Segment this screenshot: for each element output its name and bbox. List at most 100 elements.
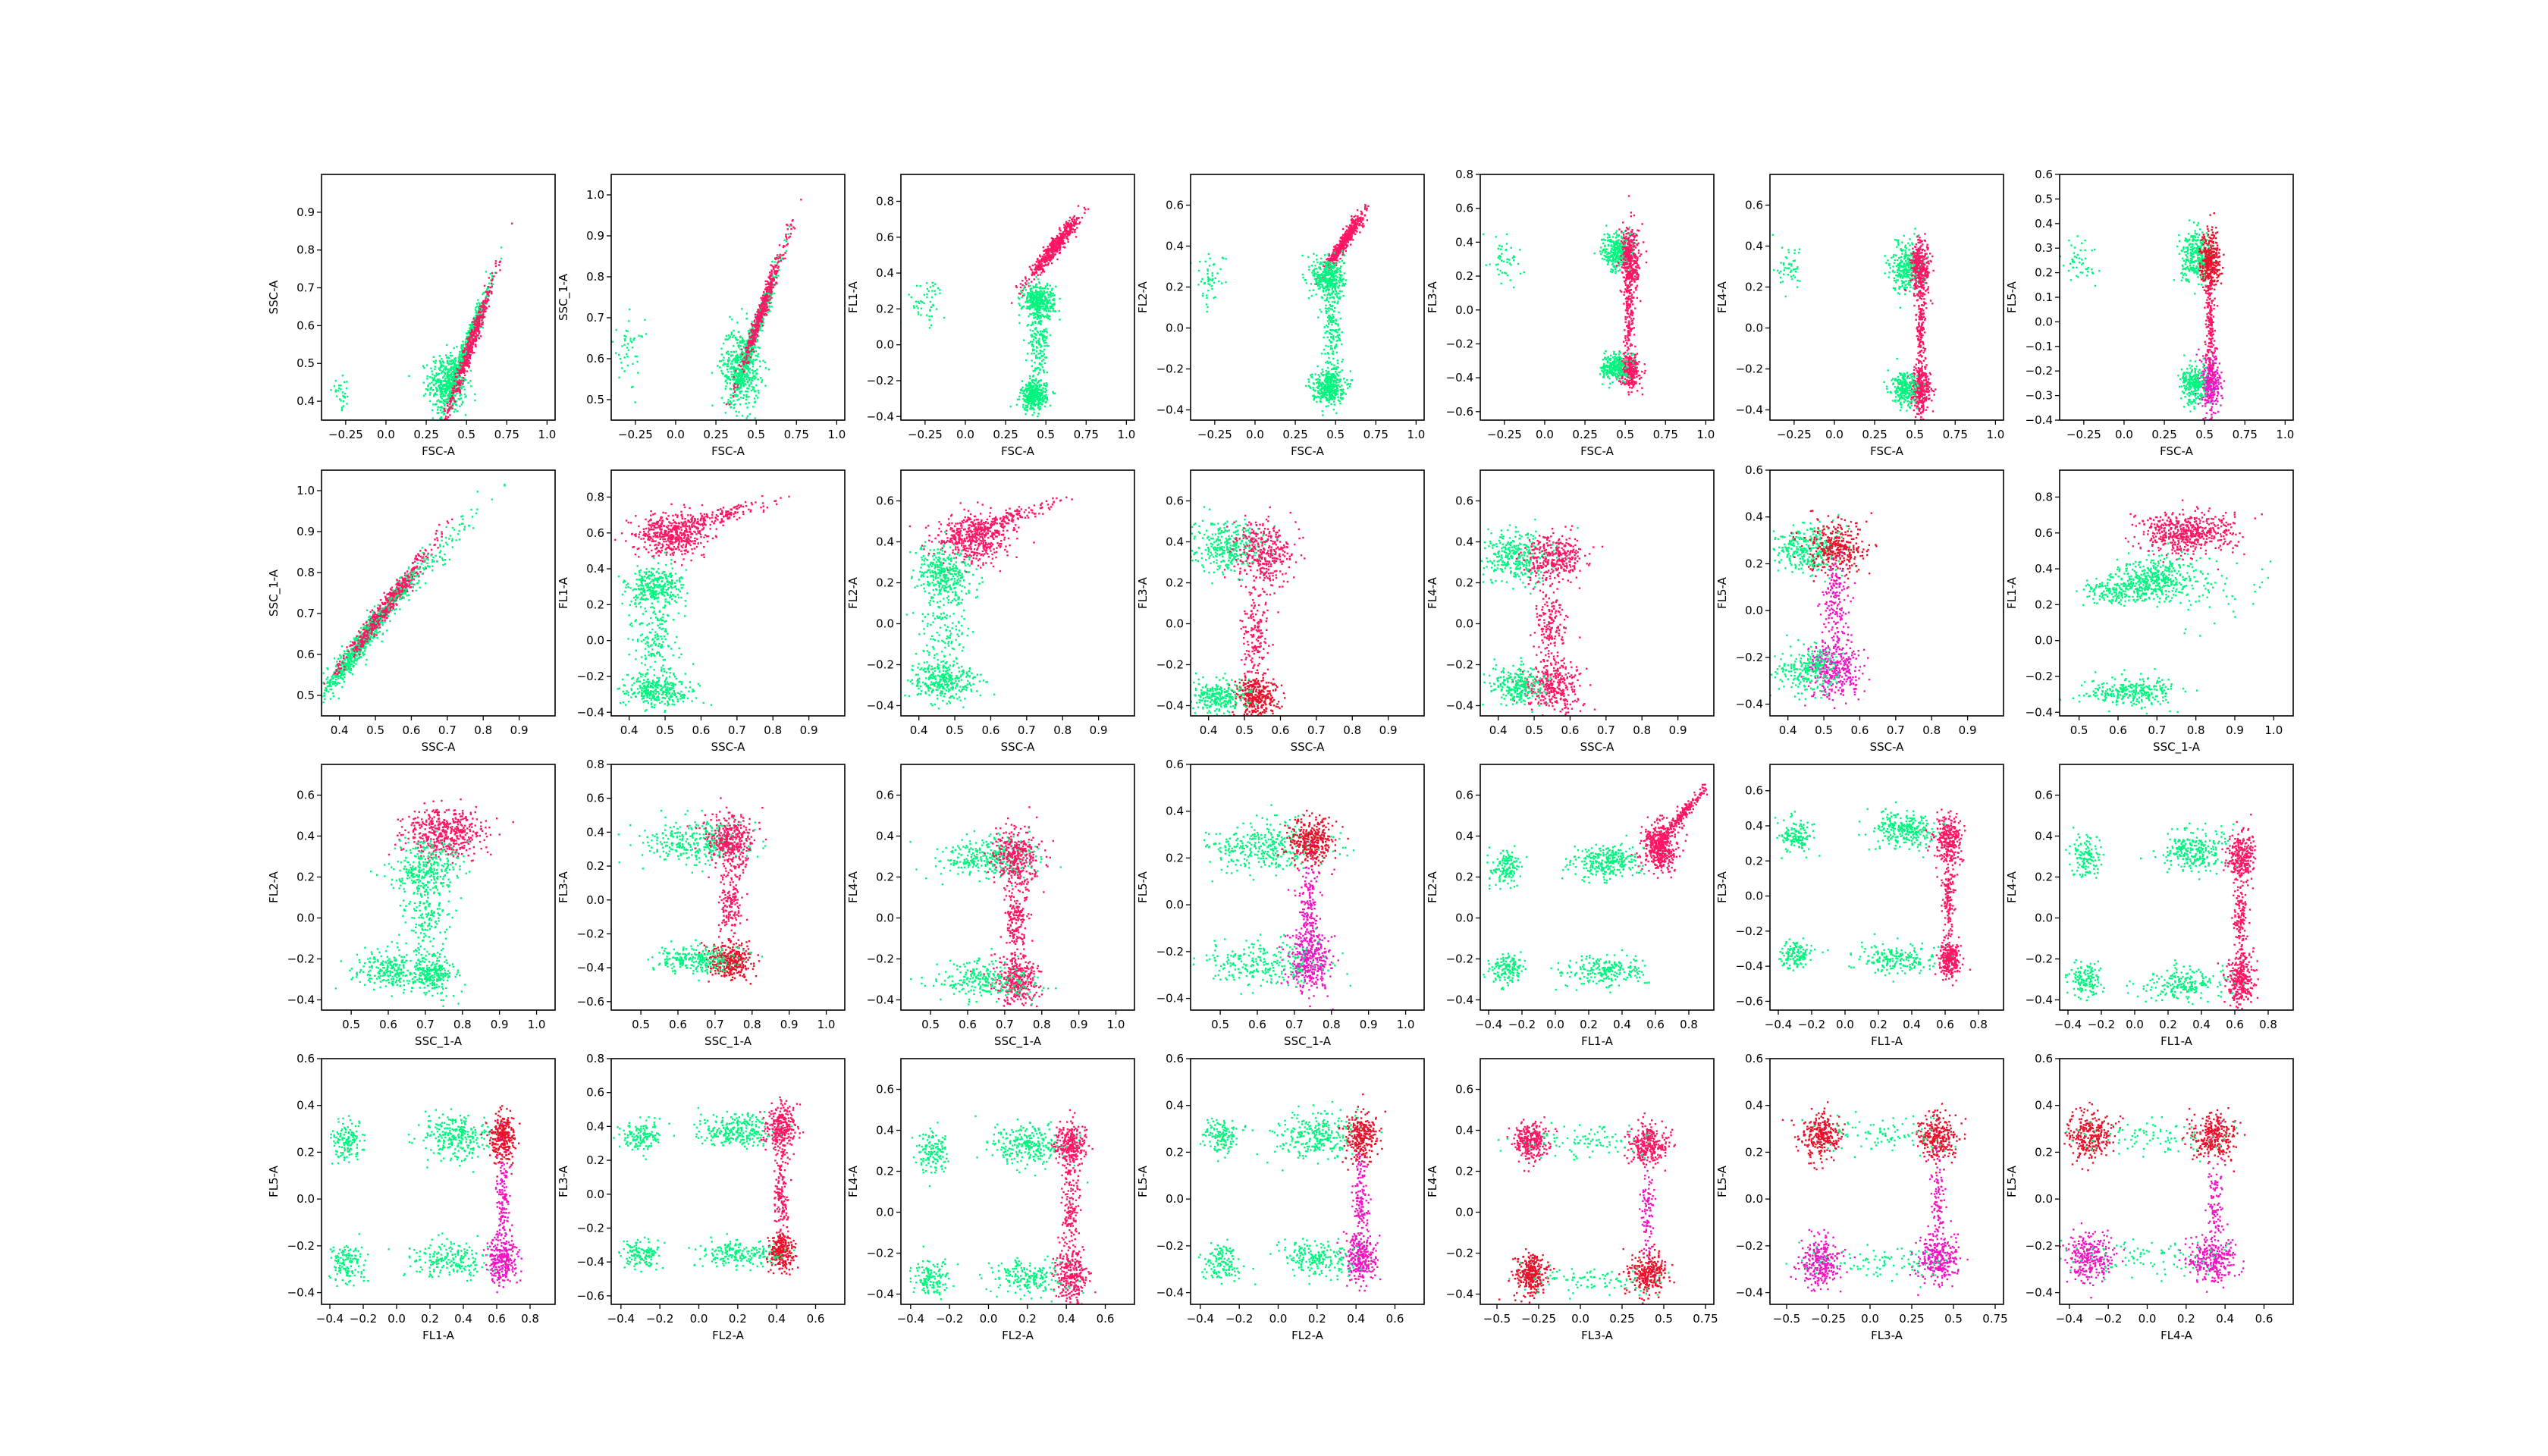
data-point xyxy=(1075,217,1078,219)
data-point xyxy=(734,395,737,397)
data-point xyxy=(1043,271,1046,273)
data-point xyxy=(789,223,792,226)
data-point xyxy=(466,348,468,351)
data-point xyxy=(623,338,626,340)
cluster-green-2 xyxy=(1017,276,1061,334)
data-point xyxy=(1348,235,1350,237)
data-point xyxy=(1332,253,1334,255)
data-point xyxy=(1037,274,1039,276)
data-point xyxy=(620,362,623,364)
data-point xyxy=(748,377,752,379)
data-point xyxy=(1038,333,1041,336)
data-point xyxy=(438,399,440,401)
data-point xyxy=(783,239,786,241)
data-point xyxy=(1025,280,1028,282)
data-point xyxy=(764,288,767,290)
data-point xyxy=(777,258,780,260)
data-point xyxy=(484,308,487,310)
data-point xyxy=(767,285,770,288)
data-point xyxy=(1048,251,1050,253)
data-point xyxy=(780,258,783,260)
data-point xyxy=(1029,400,1031,403)
data-point xyxy=(739,387,741,389)
data-point xyxy=(748,354,750,356)
data-point xyxy=(1357,218,1359,221)
data-point xyxy=(727,401,730,403)
data-point xyxy=(1053,250,1056,253)
data-point xyxy=(1028,387,1031,389)
data-point xyxy=(1028,377,1031,380)
data-point xyxy=(472,326,475,328)
data-point xyxy=(1034,369,1036,372)
data-point xyxy=(439,424,441,425)
data-point xyxy=(1036,286,1039,289)
data-point xyxy=(1354,224,1356,227)
data-point xyxy=(441,400,443,403)
data-point xyxy=(786,244,788,246)
data-point xyxy=(448,371,450,373)
data-point xyxy=(1023,339,1025,341)
data-point xyxy=(1351,220,1354,222)
data-point xyxy=(745,398,748,401)
data-point xyxy=(1327,262,1330,265)
data-point xyxy=(739,354,742,356)
data-point xyxy=(1015,285,1018,287)
data-point xyxy=(1034,388,1036,391)
data-point xyxy=(444,438,445,439)
data-point xyxy=(1040,300,1043,303)
data-point xyxy=(1035,283,1037,285)
data-point xyxy=(770,282,773,284)
data-point xyxy=(1041,359,1043,362)
data-point xyxy=(630,386,633,388)
data-point xyxy=(771,274,774,277)
data-point xyxy=(1037,415,1039,418)
data-point xyxy=(1039,314,1042,317)
data-point xyxy=(750,350,752,352)
data-point xyxy=(438,381,440,383)
data-point xyxy=(736,357,739,360)
data-point xyxy=(1023,393,1026,395)
data-point xyxy=(741,379,744,381)
data-point xyxy=(733,350,735,353)
data-point xyxy=(1031,407,1033,410)
data-point xyxy=(470,348,472,350)
data-point xyxy=(446,403,448,405)
data-point xyxy=(763,297,765,300)
data-point xyxy=(435,403,437,406)
data-point xyxy=(737,359,740,362)
data-point xyxy=(746,340,748,342)
data-point xyxy=(782,257,784,260)
data-point xyxy=(758,322,760,325)
data-point xyxy=(1326,261,1328,263)
data-point xyxy=(1028,292,1031,294)
data-point xyxy=(1040,293,1043,295)
data-point xyxy=(1040,320,1042,322)
data-point xyxy=(1059,240,1062,243)
data-point xyxy=(459,359,461,362)
data-point xyxy=(1025,406,1027,409)
data-point xyxy=(477,316,479,319)
data-point xyxy=(1046,287,1049,290)
data-point xyxy=(1053,247,1055,250)
data-point xyxy=(1046,282,1049,285)
data-point xyxy=(773,278,776,281)
data-point xyxy=(427,385,429,388)
data-point xyxy=(1349,239,1351,241)
data-point xyxy=(1041,300,1043,303)
data-point xyxy=(1021,284,1024,287)
data-point xyxy=(757,325,760,328)
data-point xyxy=(1044,397,1046,400)
data-point xyxy=(734,372,736,375)
data-point xyxy=(1034,286,1037,289)
data-point xyxy=(1043,261,1046,263)
y-axis-label: FL1-A xyxy=(846,281,860,313)
data-point xyxy=(483,305,485,307)
data-point xyxy=(449,381,451,384)
data-point xyxy=(634,401,636,403)
data-point xyxy=(741,348,743,350)
data-point xyxy=(443,384,445,387)
data-point xyxy=(1037,353,1040,355)
data-point xyxy=(754,359,757,361)
data-point xyxy=(1052,244,1054,247)
data-point xyxy=(462,368,464,370)
